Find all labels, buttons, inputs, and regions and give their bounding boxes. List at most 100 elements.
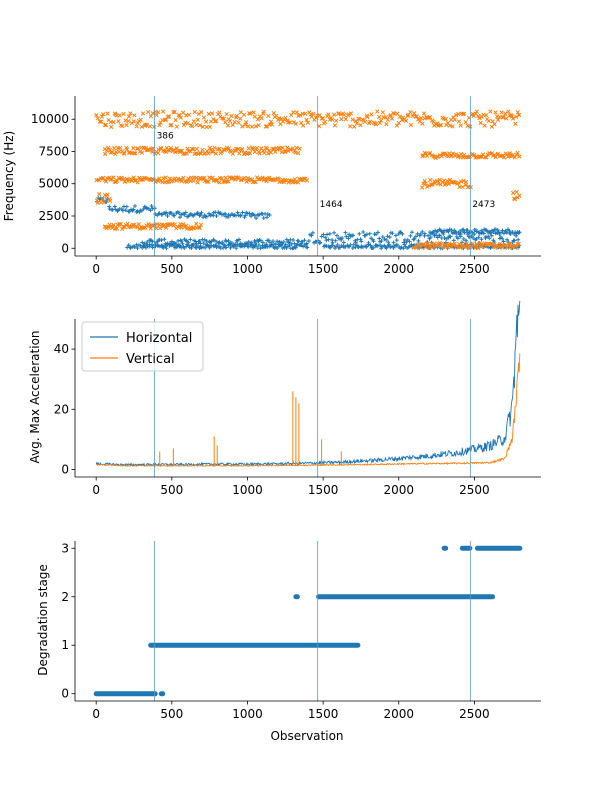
data-point-x — [140, 111, 146, 116]
data-point-plus — [328, 245, 333, 250]
y-tick-label: 0 — [61, 687, 69, 701]
y-tick-label: 10000 — [31, 112, 69, 126]
data-point-x — [323, 119, 328, 125]
data-point-x — [147, 124, 153, 129]
data-point-x — [478, 120, 483, 126]
data-point-x — [326, 112, 331, 117]
data-point-x — [247, 151, 253, 156]
data-point-x — [103, 179, 109, 184]
data-point-plus — [477, 231, 482, 236]
data-point-plus — [401, 246, 406, 251]
panel-acceleration: 0 500 1000 1500 2000 2500 0 20 40 Avg. Max Accel… — [28, 300, 541, 497]
data-point-plus — [334, 233, 339, 238]
data-point-x — [148, 226, 153, 231]
data-point-x — [492, 122, 497, 127]
data-point-plus — [326, 237, 331, 242]
data-point-plus — [404, 240, 409, 245]
data-point-x — [438, 123, 444, 128]
data-point-x — [495, 117, 501, 122]
data-point-x — [350, 117, 355, 122]
data-point-plus — [135, 209, 140, 214]
data-point-x — [377, 120, 382, 126]
data-point-x — [332, 123, 338, 128]
data-point-x — [171, 109, 176, 115]
data-point-x — [512, 155, 517, 160]
data-point-x — [512, 196, 518, 202]
data-point-x — [384, 121, 389, 127]
data-point-x — [133, 151, 138, 156]
data-point-plus — [325, 232, 330, 237]
x-tick-label: 500 — [160, 707, 183, 721]
data-point-x — [259, 116, 264, 121]
y-tick-label: 7500 — [38, 144, 69, 158]
data-point-x — [362, 119, 368, 125]
data-point-x — [154, 112, 159, 118]
data-point-plus — [377, 236, 382, 241]
data-point-x — [264, 179, 269, 184]
data-point-x — [232, 119, 237, 125]
x-tick-label: 1500 — [308, 262, 339, 276]
data-point-plus — [123, 208, 128, 213]
data-point-plus — [275, 239, 280, 244]
data-point-x — [506, 109, 511, 114]
data-point-x — [286, 148, 291, 153]
data-point-plus — [148, 208, 153, 213]
data-point-x — [198, 151, 204, 156]
data-point-plus — [159, 238, 164, 243]
data-point-x — [503, 111, 508, 116]
data-point-plus — [371, 245, 376, 250]
data-point-x — [446, 181, 452, 187]
data-point-x — [139, 150, 145, 155]
data-point-x — [118, 145, 123, 151]
series-line-vertical — [95, 353, 521, 467]
data-point-x — [135, 146, 141, 151]
data-point-x — [229, 176, 234, 181]
data-point-plus — [276, 242, 281, 247]
data-point-x — [452, 241, 457, 246]
data-point-x — [174, 146, 179, 151]
data-point-plus — [140, 240, 145, 245]
x-tick-label: 1500 — [308, 483, 339, 497]
data-point-x — [456, 119, 462, 124]
data-point-x — [514, 114, 519, 119]
data-point-plus — [306, 239, 311, 244]
data-point-plus — [214, 214, 219, 219]
data-point-plus — [474, 236, 479, 241]
data-point-x — [243, 120, 249, 125]
data-point-x — [280, 119, 286, 124]
data-point-x — [378, 118, 384, 123]
data-point-x — [266, 151, 271, 156]
data-point-x — [285, 145, 290, 150]
data-point-x — [305, 120, 311, 125]
degradation-xlabel: Observation — [270, 729, 343, 743]
data-point-x — [389, 116, 395, 121]
data-point-x — [214, 118, 219, 124]
data-point-x — [444, 241, 450, 247]
data-point-x — [420, 121, 425, 126]
data-point-plus — [486, 234, 491, 239]
data-point-x — [394, 123, 400, 128]
data-point-x — [260, 175, 265, 180]
data-point-x — [447, 151, 452, 156]
data-point-plus — [192, 212, 197, 217]
data-point-x — [114, 226, 120, 231]
data-point-x — [204, 124, 209, 130]
data-point-x — [226, 179, 231, 184]
data-point-x — [227, 175, 232, 180]
vertical-marker-label: 2473 — [472, 200, 495, 210]
data-point-plus — [267, 212, 272, 217]
data-point-plus — [323, 235, 328, 240]
data-point-x — [463, 119, 468, 125]
data-point-plus — [480, 230, 485, 235]
data-point-x — [238, 110, 244, 115]
data-point-plus — [168, 242, 173, 247]
data-point-plus — [426, 233, 431, 238]
x-tick-label: 500 — [160, 262, 183, 276]
data-point-plus — [317, 241, 322, 246]
data-point-x — [112, 179, 117, 184]
x-tick-label: 2000 — [384, 707, 415, 721]
x-tick-label: 2500 — [459, 707, 490, 721]
data-point-x — [206, 179, 211, 184]
data-point-x — [501, 243, 507, 248]
data-point-x — [227, 118, 233, 124]
